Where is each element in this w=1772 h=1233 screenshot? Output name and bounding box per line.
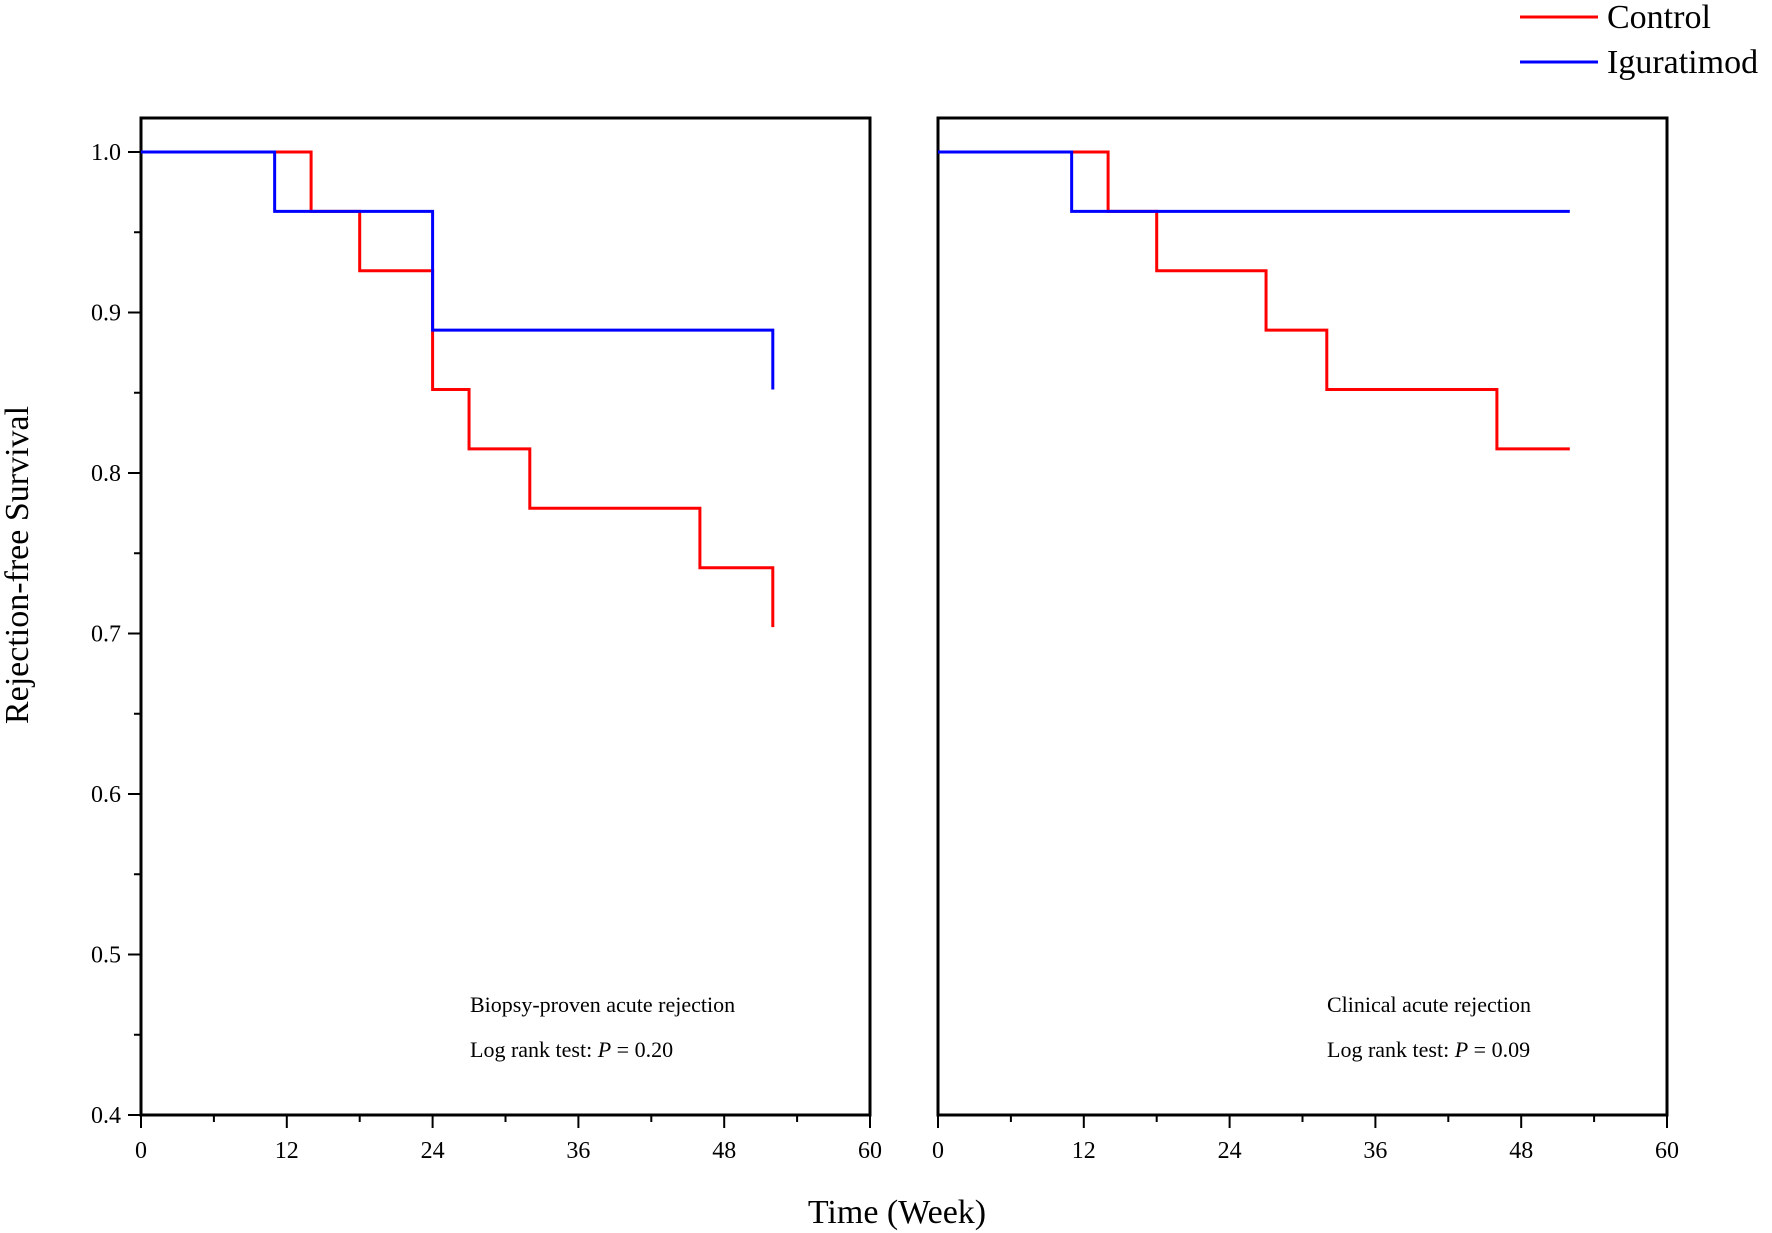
y-tick-label: 0.9 [91,301,121,327]
series-group [938,150,1570,451]
x-tick-label: 12 [275,1138,299,1164]
x-tick-label: 36 [1363,1138,1387,1164]
y-tick-label: 1.0 [91,140,121,166]
panel-biopsy-proven: 0 12 24 36 48 60 0.4 0.5 0.6 0.7 0.8 0.9 1.0 Biopsy-… [91,116,882,1164]
series-group [141,150,775,628]
plot-frame [936,116,1669,1117]
y-tick-label: 0.5 [91,943,121,969]
y-tick-label: 0.6 [91,782,121,808]
x-tick-label: 48 [1509,1138,1533,1164]
y-axis-title: Rejection-free Survival [0,406,36,724]
log-rank-label: Log rank test: [1327,1037,1455,1062]
legend: Control Iguratimod [1520,0,1758,81]
y-tick-label: 0.4 [91,1103,121,1129]
series-line-control [141,150,775,628]
series-line-iguratimod [141,150,775,390]
series-line-iguratimod [938,150,1570,213]
axis-ticks: 0 12 24 36 48 60 0.4 0.5 0.6 0.7 0.8 0.9 1.0 [91,140,882,1164]
x-tick-label: 60 [1655,1138,1679,1164]
x-tick-label: 0 [932,1138,944,1164]
log-rank-result: Log rank test: P = 0.20 [470,1037,673,1062]
y-tick-label: 0.8 [91,461,121,487]
log-rank-label: Log rank test: [470,1037,598,1062]
x-tick-label: 24 [421,1138,445,1164]
p-symbol: P [597,1037,611,1062]
legend-iguratimod-label: Iguratimod [1607,44,1758,81]
y-tick-label: 0.7 [91,622,121,648]
p-value: = 0.20 [611,1037,673,1062]
plot-frame [139,116,872,1117]
p-symbol: P [1454,1037,1468,1062]
axis-ticks: 0 12 24 36 48 60 [932,1115,1679,1164]
series-line-control [938,150,1570,451]
x-tick-label: 48 [712,1138,736,1164]
x-tick-label: 36 [566,1138,590,1164]
x-tick-label: 60 [858,1138,882,1164]
log-rank-result: Log rank test: P = 0.09 [1327,1037,1530,1062]
panel-clinical: 0 12 24 36 48 60 Clinical acute rejection Log… [932,116,1679,1164]
panel-annotation: Biopsy-proven acute rejection [470,992,735,1017]
p-value: = 0.09 [1468,1037,1530,1062]
x-tick-label: 0 [135,1138,147,1164]
legend-control-label: Control [1607,0,1711,36]
panel-annotation: Clinical acute rejection [1327,992,1531,1017]
x-tick-label: 24 [1218,1138,1242,1164]
x-tick-label: 12 [1072,1138,1096,1164]
x-axis-title: Time (Week) [808,1194,986,1231]
